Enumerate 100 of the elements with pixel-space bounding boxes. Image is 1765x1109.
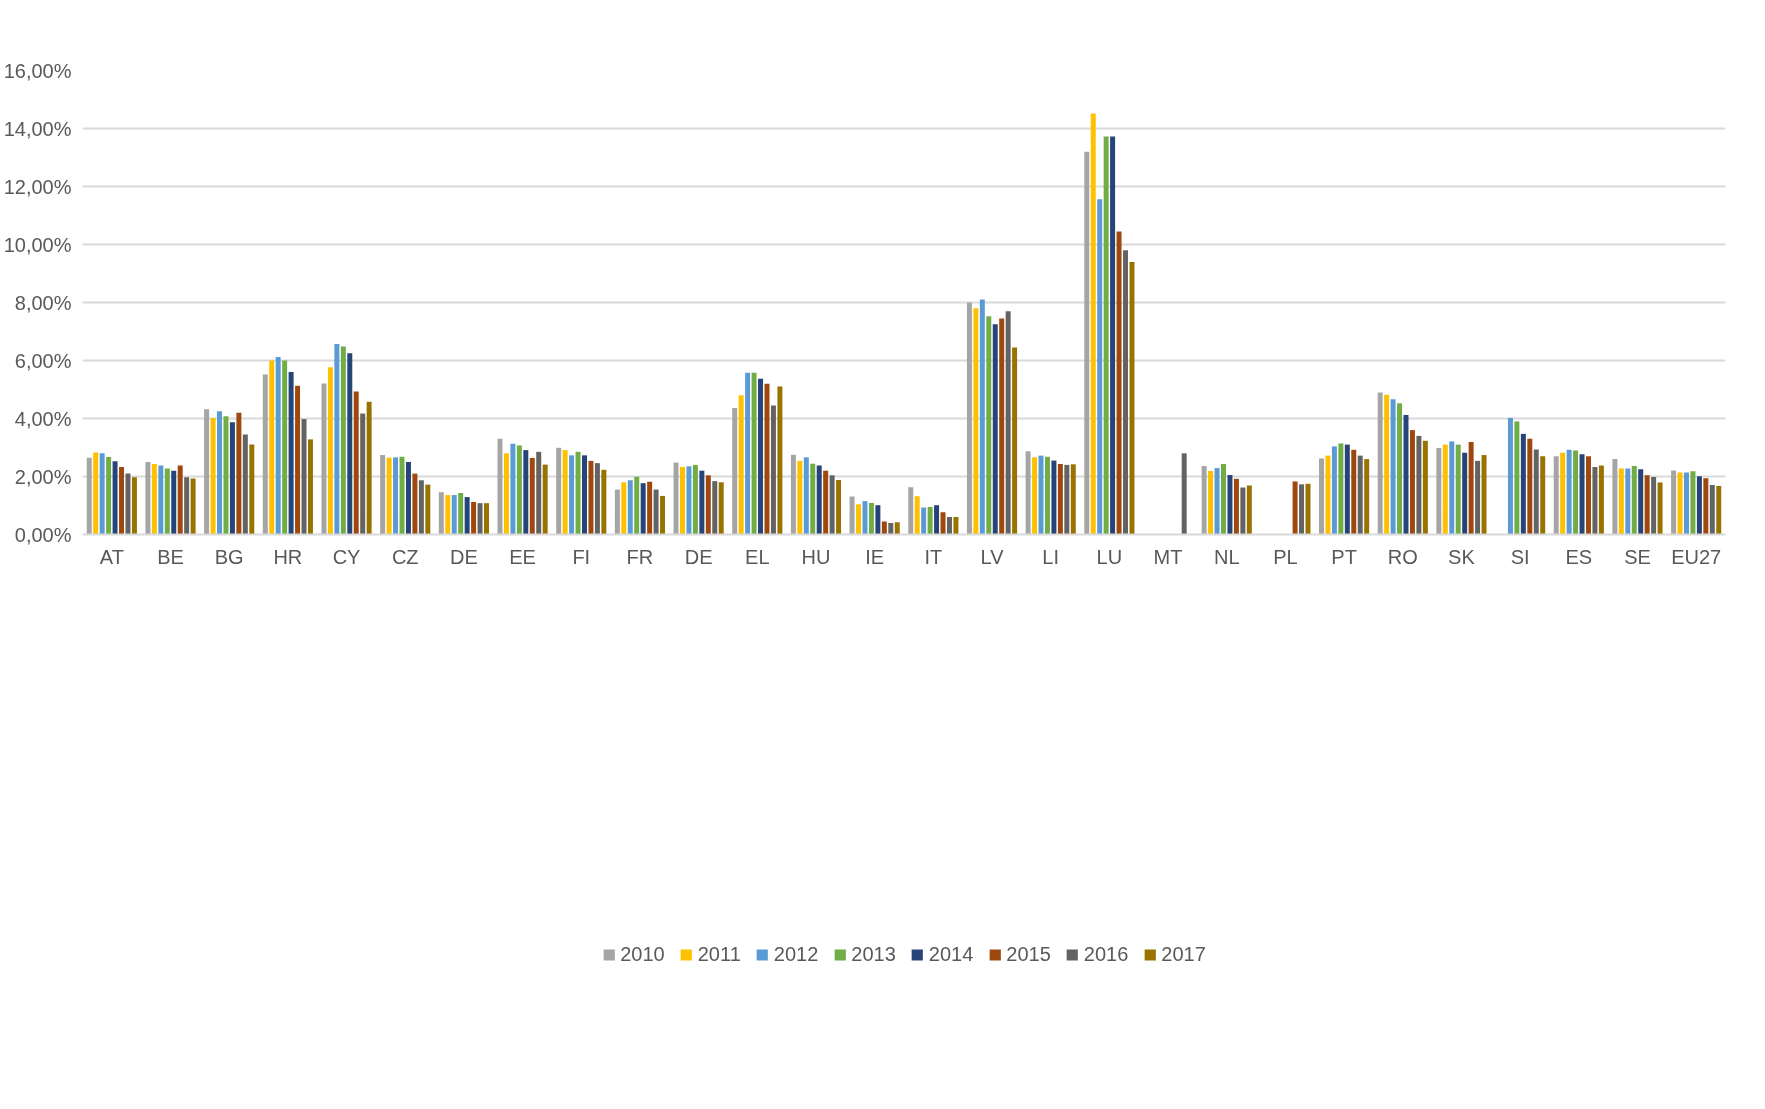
x-tick-label: RO [1387,545,1418,568]
bar [119,466,125,535]
x-tick-label: HR [273,545,303,568]
bar [1553,456,1559,535]
bar [1638,469,1644,535]
legend-label: 2017 [1161,942,1206,966]
bar [269,360,275,535]
bar [360,413,366,535]
bar [856,504,862,535]
bar [204,409,210,535]
bar [1051,460,1057,535]
bar [1468,441,1474,535]
bar [1070,464,1076,535]
y-tick-label: 6,00% [14,349,72,372]
bar [1475,460,1481,535]
bar [307,439,313,535]
bar [347,353,353,535]
bar [1527,438,1533,535]
x-tick-label: ES [1565,545,1593,568]
bar [1338,443,1344,535]
x-tick-label: CZ [391,545,419,568]
bar [321,383,327,535]
bar [627,480,633,535]
bar [1436,448,1442,535]
bar [458,493,464,535]
bar [634,476,640,535]
bar [1390,399,1396,535]
bar [1246,485,1252,535]
bar [712,481,718,535]
bar [1716,486,1722,535]
bar [1416,435,1422,535]
legend-label: 2010 [620,942,665,966]
bar [145,462,151,535]
bar [594,463,600,535]
bar [1292,481,1298,535]
bar [1449,441,1455,535]
bar [1084,151,1090,535]
x-tick-label: LU [1096,545,1123,568]
bar [445,495,451,535]
bar [1319,458,1324,535]
bar [1005,311,1011,535]
bar [158,465,164,535]
bar [380,455,386,535]
bar [223,416,229,535]
bar [1181,453,1187,535]
y-tick-label: 12,00% [3,175,72,198]
bar [86,457,92,535]
bar [1123,250,1129,535]
bar [751,372,757,535]
bar [575,451,581,535]
bar [1514,421,1520,535]
bar [829,475,835,535]
bar [1644,475,1650,535]
bar [588,460,594,535]
x-tick-label: DE [684,545,713,568]
x-tick-label: LI [1042,545,1060,568]
x-tick-label: EE [509,545,536,568]
bar [529,457,535,535]
bar [1214,468,1220,535]
bar [1625,468,1631,535]
y-tick-label: 16,00% [3,59,72,82]
x-tick-label: IE [865,545,885,568]
bar [1579,454,1585,535]
bar [327,367,333,535]
bar [405,462,411,535]
bar [810,463,816,535]
bar [112,461,118,535]
bar [921,507,927,535]
bar [106,457,112,535]
bar [556,447,562,535]
bar [386,457,392,535]
bar [927,506,933,535]
x-tick-label: EU27 [1671,545,1722,568]
bar [1455,444,1461,535]
bar [1592,466,1598,535]
x-tick-label: PT [1331,545,1357,568]
x-tick-label: BE [157,545,184,568]
bar [914,496,920,535]
bar [1690,471,1696,535]
bar [425,484,431,535]
bar [1598,465,1604,535]
bar [673,462,679,535]
bar [888,522,894,535]
bar [1090,113,1096,535]
legend-label: 2013 [851,942,896,966]
bar [516,445,522,535]
bar [1683,472,1689,535]
bar [1221,464,1226,535]
bar [940,512,946,535]
bar [1671,470,1677,535]
bar [190,478,196,535]
bar [340,346,346,535]
bar [705,475,711,535]
bar [1507,417,1513,535]
bar [1540,456,1546,535]
bar [510,443,516,535]
bar [464,497,470,535]
bar [1064,464,1070,535]
bar [881,521,887,535]
bar [1462,452,1468,535]
